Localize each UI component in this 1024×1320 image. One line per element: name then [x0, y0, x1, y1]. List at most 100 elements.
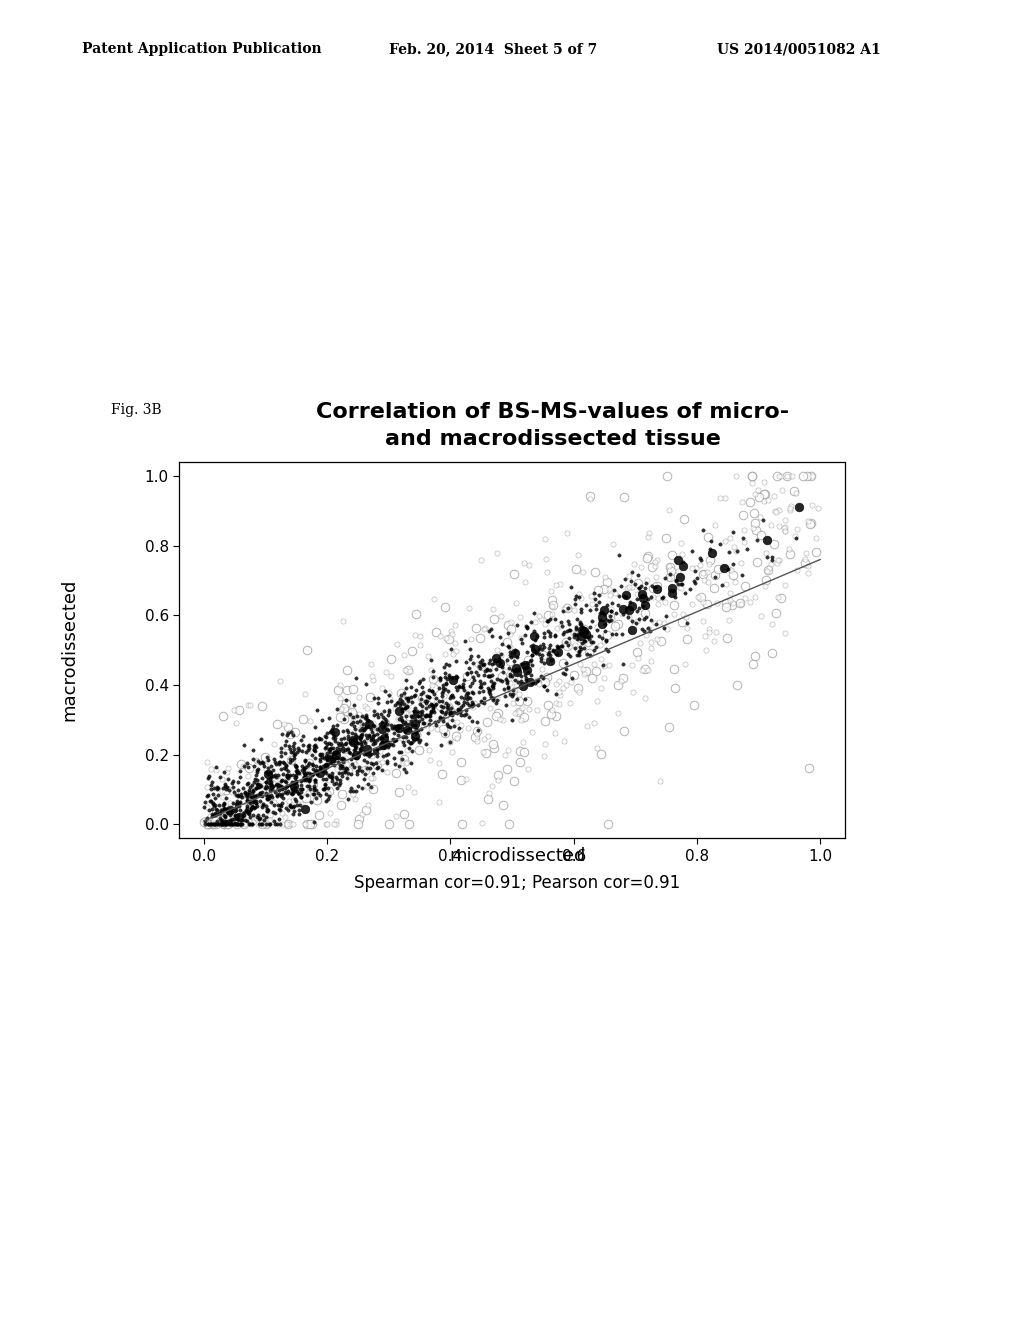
Point	[423, 693, 439, 714]
Point	[398, 702, 415, 723]
Point	[336, 748, 352, 770]
Point	[596, 603, 612, 624]
Point	[485, 598, 502, 619]
Point	[757, 483, 773, 504]
Point	[288, 764, 304, 785]
Point	[322, 751, 338, 772]
Point	[391, 781, 408, 803]
Point	[291, 803, 307, 824]
Point	[398, 669, 415, 690]
Point	[305, 774, 322, 795]
Point	[447, 668, 464, 689]
Point	[248, 764, 264, 785]
Point	[523, 672, 540, 693]
Point	[317, 775, 334, 796]
Point	[408, 722, 424, 743]
Point	[530, 643, 547, 664]
Point	[377, 708, 393, 729]
Point	[434, 697, 451, 718]
Point	[336, 760, 352, 781]
Point	[361, 726, 378, 747]
Point	[455, 694, 471, 715]
Point	[425, 697, 441, 718]
Point	[252, 783, 268, 804]
Point	[494, 671, 510, 692]
Point	[237, 813, 253, 834]
Point	[331, 734, 347, 755]
Point	[314, 760, 331, 781]
Point	[574, 659, 591, 680]
Point	[324, 751, 340, 772]
Point	[200, 767, 216, 788]
Point	[319, 748, 336, 770]
Point	[278, 797, 294, 818]
Point	[310, 804, 327, 825]
Point	[307, 780, 324, 801]
Point	[396, 804, 413, 825]
Point	[317, 813, 334, 834]
Point	[484, 664, 501, 685]
Point	[507, 667, 523, 688]
Point	[777, 520, 794, 541]
Point	[613, 624, 630, 645]
Point	[375, 717, 391, 738]
Point	[743, 466, 760, 487]
Point	[239, 789, 255, 810]
Point	[356, 750, 373, 771]
Point	[581, 642, 597, 663]
Point	[392, 706, 409, 727]
Point	[322, 708, 338, 729]
Point	[537, 733, 553, 754]
Point	[369, 718, 385, 739]
Point	[245, 810, 261, 832]
Point	[517, 624, 534, 645]
Point	[425, 660, 441, 681]
Point	[462, 638, 478, 659]
Point	[258, 759, 274, 780]
Point	[249, 807, 265, 828]
Point	[468, 661, 484, 682]
Point	[424, 694, 440, 715]
Point	[457, 680, 473, 701]
Point	[266, 810, 283, 832]
Point	[676, 508, 692, 529]
Point	[596, 578, 612, 599]
Point	[212, 808, 228, 829]
Point	[497, 660, 513, 681]
Point	[459, 663, 475, 684]
Point	[295, 734, 311, 755]
Point	[199, 813, 215, 834]
Point	[348, 744, 365, 766]
Point	[459, 685, 475, 706]
Point	[390, 717, 407, 738]
Point	[454, 677, 470, 698]
Point	[208, 759, 224, 780]
Point	[502, 636, 518, 657]
Point	[684, 541, 700, 562]
Point	[272, 780, 289, 801]
Point	[356, 764, 373, 785]
Point	[354, 804, 371, 825]
Point	[345, 706, 361, 727]
Point	[369, 723, 385, 744]
Point	[209, 813, 225, 834]
Point	[653, 587, 670, 609]
Point	[280, 775, 296, 796]
Point	[329, 768, 345, 789]
Point	[656, 591, 673, 612]
Point	[554, 601, 570, 622]
Point	[358, 704, 375, 725]
Point	[436, 723, 453, 744]
Point	[470, 664, 486, 685]
Point	[215, 762, 231, 783]
Point	[406, 701, 422, 722]
Point	[356, 719, 373, 741]
Point	[294, 725, 310, 746]
Point	[662, 564, 678, 585]
Point	[800, 562, 816, 583]
Point	[340, 725, 356, 746]
Point	[664, 583, 680, 605]
Point	[395, 727, 412, 748]
Point	[203, 791, 219, 812]
Point	[333, 795, 349, 816]
